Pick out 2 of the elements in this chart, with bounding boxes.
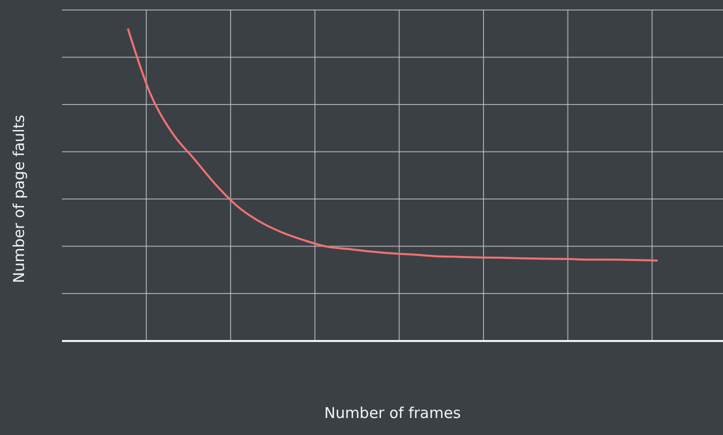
x-axis-title: Number of frames: [323, 404, 462, 422]
y-axis-title: Number of page faults: [10, 114, 28, 284]
